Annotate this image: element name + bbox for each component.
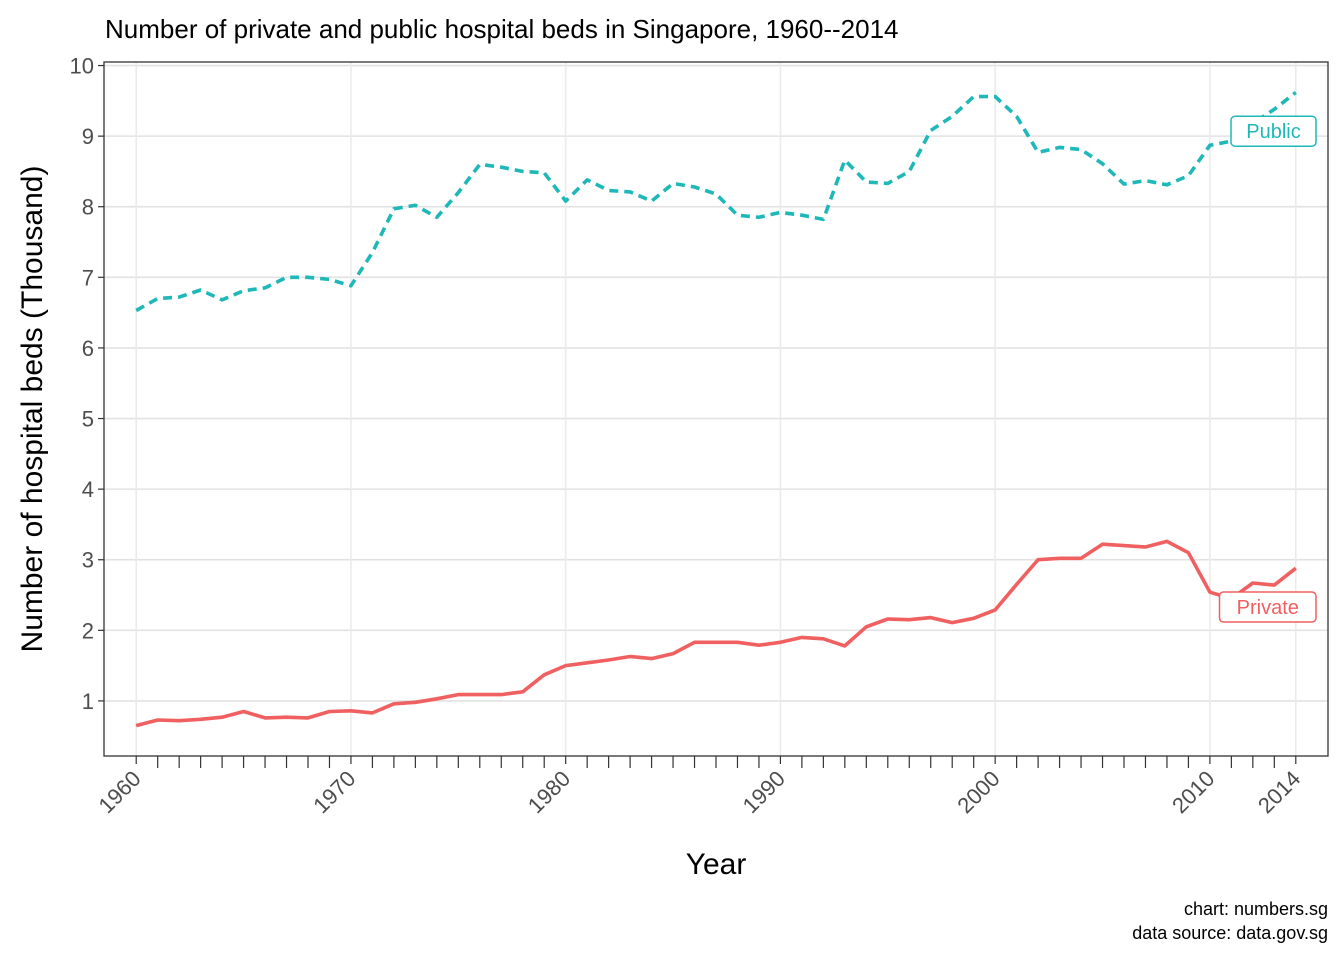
y-tick-label: 3 (82, 548, 94, 573)
y-tick-label: 1 (82, 689, 94, 714)
chart-title: Number of private and public hospital be… (105, 14, 899, 44)
x-tick-label: 2000 (952, 766, 1004, 818)
grid (104, 62, 1328, 756)
plot-panel (104, 62, 1328, 756)
series-line-public (135, 90, 1297, 313)
y-axis-title: Number of hospital beds (Thousand) (16, 166, 49, 653)
series-end-labels: Public Private (1218, 115, 1317, 623)
x-tick-label: 1980 (523, 766, 575, 818)
series-label-text: Private (1237, 597, 1299, 619)
series-line-private (135, 539, 1297, 728)
x-tick-label: 1990 (738, 766, 790, 818)
caption-data-source: data source: data.gov.sg (1132, 923, 1328, 943)
series-label-box (1230, 115, 1317, 147)
y-tick-label: 7 (82, 265, 94, 290)
x-axis-title: Year (686, 848, 747, 881)
series-label-private: Private (1218, 591, 1317, 623)
caption-chart-credit: chart: numbers.sg (1184, 899, 1328, 919)
x-tick-label: 2010 (1167, 766, 1219, 818)
x-tick-label: 1960 (93, 766, 145, 818)
series-label-text: Public (1246, 121, 1300, 143)
series-label-public: Public (1230, 115, 1317, 147)
y-tick-label: 4 (82, 477, 94, 502)
x-axis: 1960 1970 1980 1990 2000 2010 2014 (93, 756, 1305, 818)
x-tick-label: 2014 (1253, 766, 1305, 818)
y-tick-label: 2 (82, 618, 94, 643)
y-tick-label: 6 (82, 336, 94, 361)
series-layer (135, 90, 1297, 728)
y-axis: 1 2 3 4 5 6 7 8 9 10 (70, 54, 104, 714)
y-tick-label: 10 (70, 54, 94, 79)
y-tick-label: 8 (82, 195, 94, 220)
y-tick-label: 5 (82, 407, 94, 432)
y-tick-label: 9 (82, 124, 94, 149)
series-label-box (1218, 591, 1317, 623)
x-tick-label: 1970 (308, 766, 360, 818)
